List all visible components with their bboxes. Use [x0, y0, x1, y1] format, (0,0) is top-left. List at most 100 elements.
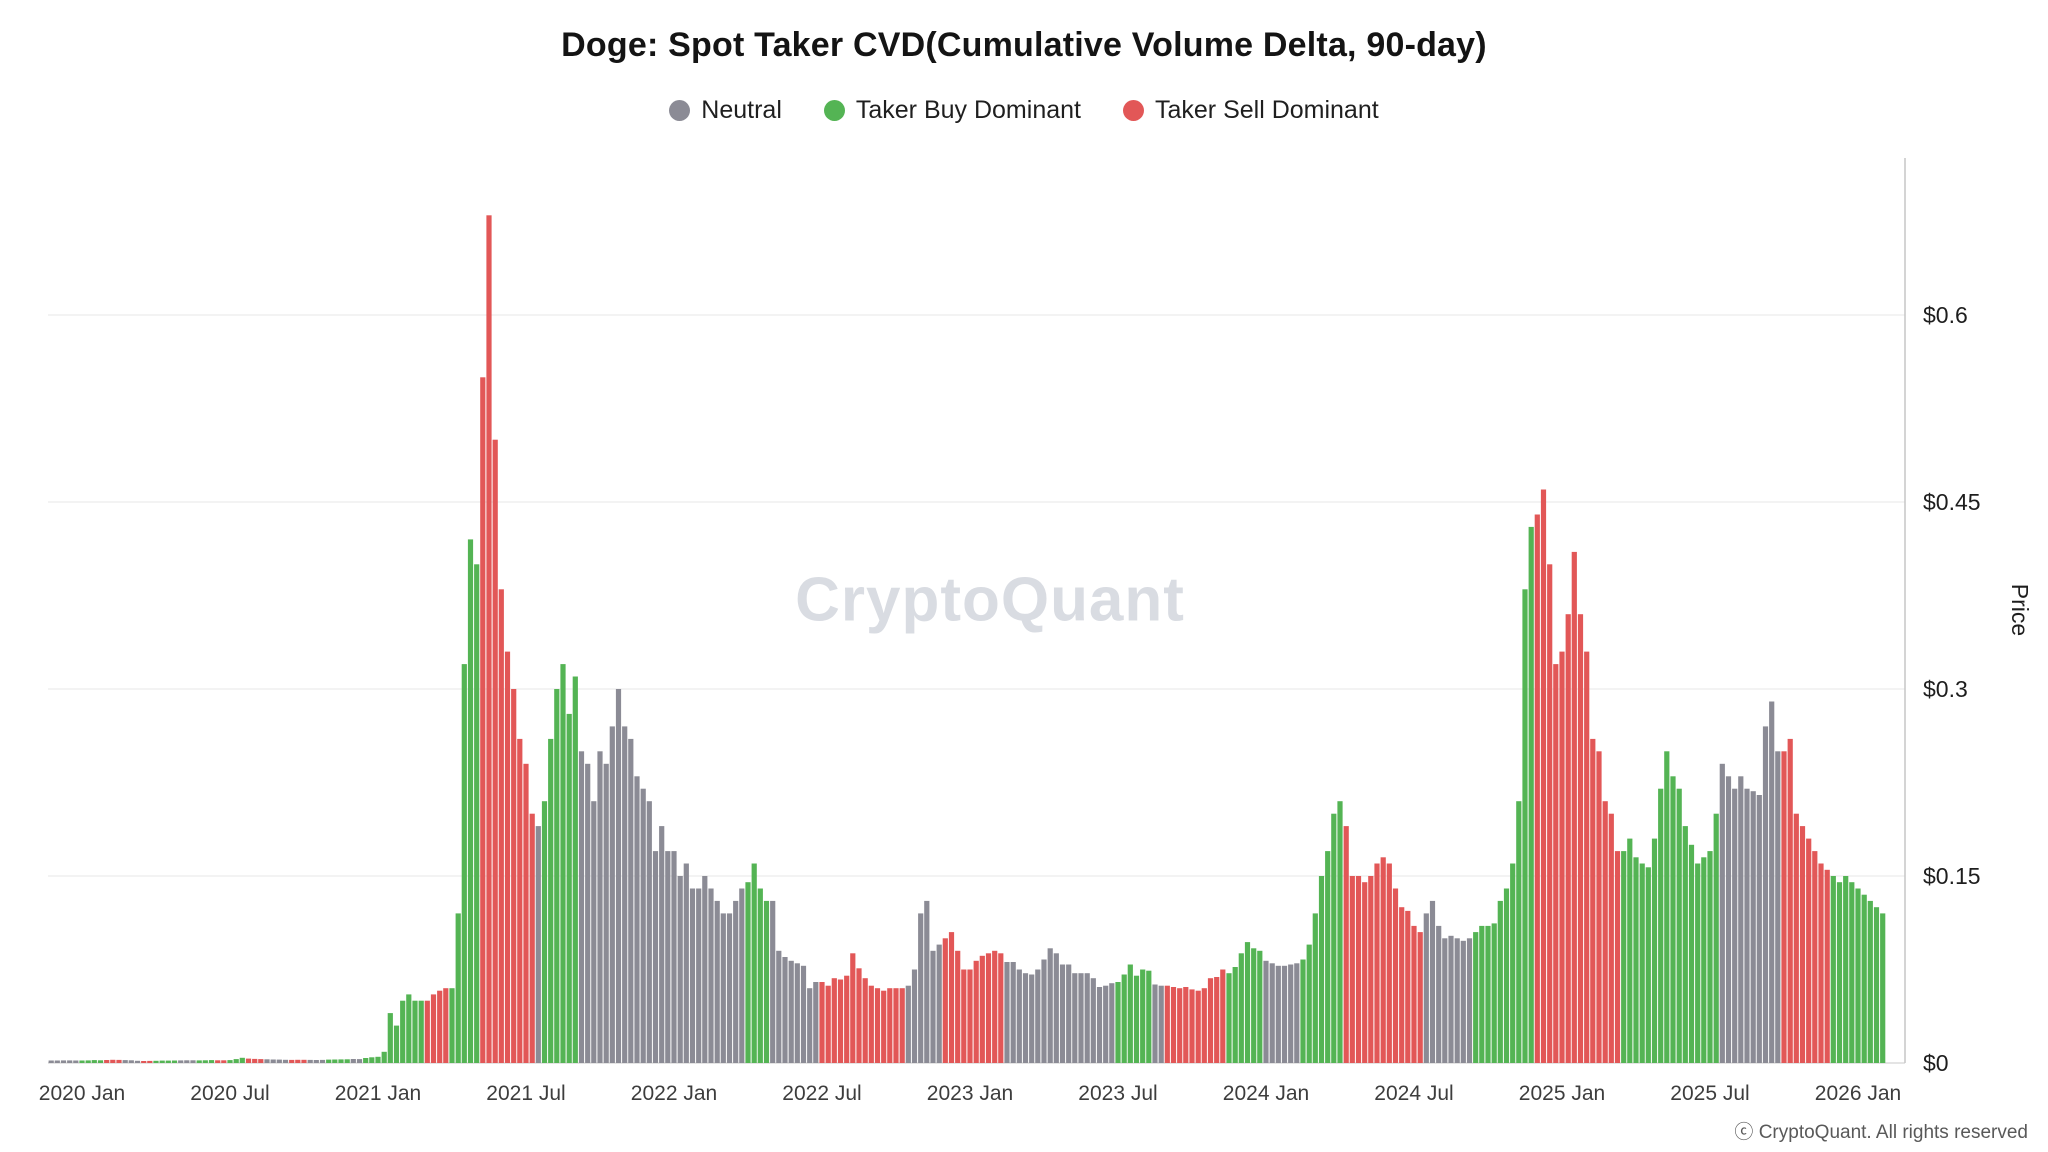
price-bar[interactable]: [85, 1060, 91, 1063]
price-bar[interactable]: [1799, 826, 1806, 1063]
price-bar[interactable]: [79, 1060, 85, 1064]
price-bar[interactable]: [252, 1058, 258, 1063]
price-bar[interactable]: [153, 1060, 159, 1063]
price-bar[interactable]: [807, 988, 813, 1063]
price-bar[interactable]: [258, 1059, 264, 1063]
price-bar[interactable]: [566, 713, 572, 1063]
price-bar[interactable]: [443, 988, 449, 1063]
price-bar[interactable]: [1627, 838, 1633, 1063]
price-bar[interactable]: [1682, 826, 1688, 1063]
price-bar[interactable]: [1232, 967, 1238, 1063]
price-bar[interactable]: [1658, 788, 1664, 1063]
price-bar[interactable]: [424, 1000, 430, 1063]
price-bar[interactable]: [1140, 969, 1146, 1064]
price-bar[interactable]: [1664, 751, 1670, 1063]
price-bar[interactable]: [1867, 900, 1873, 1063]
price-bar[interactable]: [708, 888, 714, 1064]
price-bar[interactable]: [54, 1060, 60, 1064]
price-bar[interactable]: [1695, 863, 1701, 1064]
price-bar[interactable]: [640, 788, 646, 1063]
legend-item-taker-sell[interactable]: Taker Sell Dominant: [1122, 96, 1379, 125]
price-bar[interactable]: [381, 1051, 387, 1063]
price-bar[interactable]: [844, 975, 850, 1063]
price-bar[interactable]: [1392, 888, 1399, 1064]
price-bar[interactable]: [529, 813, 535, 1063]
price-bar[interactable]: [1300, 959, 1306, 1064]
price-bar[interactable]: [60, 1060, 67, 1063]
price-bar[interactable]: [1121, 974, 1127, 1064]
price-bar[interactable]: [560, 664, 566, 1063]
price-bar[interactable]: [1633, 857, 1639, 1063]
price-bar[interactable]: [1454, 938, 1460, 1063]
price-bar[interactable]: [73, 1060, 79, 1064]
price-bar[interactable]: [1448, 935, 1454, 1063]
price-bar[interactable]: [1386, 863, 1392, 1064]
price-bar[interactable]: [215, 1060, 221, 1063]
price-bar[interactable]: [948, 932, 955, 1063]
price-bar[interactable]: [585, 763, 591, 1063]
price-bar[interactable]: [1565, 614, 1571, 1063]
price-bar[interactable]: [227, 1060, 233, 1063]
price-bar[interactable]: [1528, 526, 1534, 1063]
price-bar[interactable]: [1639, 863, 1645, 1064]
price-bar[interactable]: [1207, 978, 1214, 1063]
price-bar[interactable]: [1793, 813, 1799, 1063]
price-bar[interactable]: [1861, 894, 1867, 1063]
price-bar[interactable]: [1078, 973, 1084, 1063]
price-bar[interactable]: [1096, 987, 1103, 1063]
price-bar[interactable]: [1220, 969, 1226, 1064]
price-bar[interactable]: [1713, 813, 1719, 1063]
price-bar[interactable]: [603, 763, 609, 1063]
price-bar[interactable]: [1873, 907, 1880, 1063]
price-bar[interactable]: [1614, 851, 1621, 1063]
price-bar[interactable]: [874, 988, 881, 1063]
price-bar[interactable]: [517, 738, 523, 1063]
price-bar[interactable]: [1035, 969, 1041, 1064]
price-bar[interactable]: [1368, 876, 1374, 1063]
price-bar[interactable]: [733, 900, 739, 1063]
price-bar[interactable]: [1787, 738, 1793, 1063]
price-bar[interactable]: [1164, 985, 1170, 1063]
price-bar[interactable]: [282, 1059, 289, 1063]
price-bar[interactable]: [437, 990, 443, 1063]
price-bar[interactable]: [1466, 938, 1473, 1063]
price-bar[interactable]: [1590, 738, 1596, 1063]
price-bar[interactable]: [165, 1060, 171, 1063]
price-bar[interactable]: [449, 988, 455, 1063]
price-bar[interactable]: [1399, 907, 1405, 1063]
price-bar[interactable]: [363, 1058, 369, 1063]
price-bar[interactable]: [134, 1060, 141, 1063]
price-bar[interactable]: [289, 1059, 295, 1063]
price-bar[interactable]: [1041, 959, 1047, 1064]
price-bar[interactable]: [936, 944, 942, 1063]
price-bar[interactable]: [1183, 987, 1189, 1063]
price-bar[interactable]: [48, 1060, 54, 1064]
price-bar[interactable]: [1429, 900, 1436, 1063]
price-bar[interactable]: [467, 539, 474, 1063]
price-bar[interactable]: [1331, 813, 1337, 1063]
price-bar[interactable]: [1047, 948, 1053, 1063]
price-bar[interactable]: [868, 985, 874, 1063]
price-bar[interactable]: [270, 1059, 276, 1064]
price-bar[interactable]: [474, 564, 480, 1063]
price-bar[interactable]: [1608, 813, 1614, 1063]
price-bar[interactable]: [1806, 838, 1812, 1063]
price-bar[interactable]: [430, 994, 437, 1063]
price-bar[interactable]: [1152, 984, 1158, 1064]
price-bar[interactable]: [313, 1060, 319, 1063]
price-bar[interactable]: [776, 950, 782, 1063]
price-bar[interactable]: [332, 1059, 338, 1064]
price-bar[interactable]: [918, 913, 924, 1063]
price-bar[interactable]: [850, 953, 856, 1063]
price-bar[interactable]: [1750, 791, 1756, 1063]
price-bar[interactable]: [1170, 987, 1177, 1063]
price-bar[interactable]: [104, 1060, 110, 1063]
price-bar[interactable]: [1491, 923, 1497, 1063]
price-bar[interactable]: [1830, 876, 1836, 1063]
price-bar[interactable]: [930, 950, 936, 1063]
price-bar[interactable]: [1411, 925, 1417, 1063]
price-bar[interactable]: [504, 651, 511, 1063]
price-bar[interactable]: [745, 882, 751, 1063]
price-bar[interactable]: [418, 1000, 424, 1063]
